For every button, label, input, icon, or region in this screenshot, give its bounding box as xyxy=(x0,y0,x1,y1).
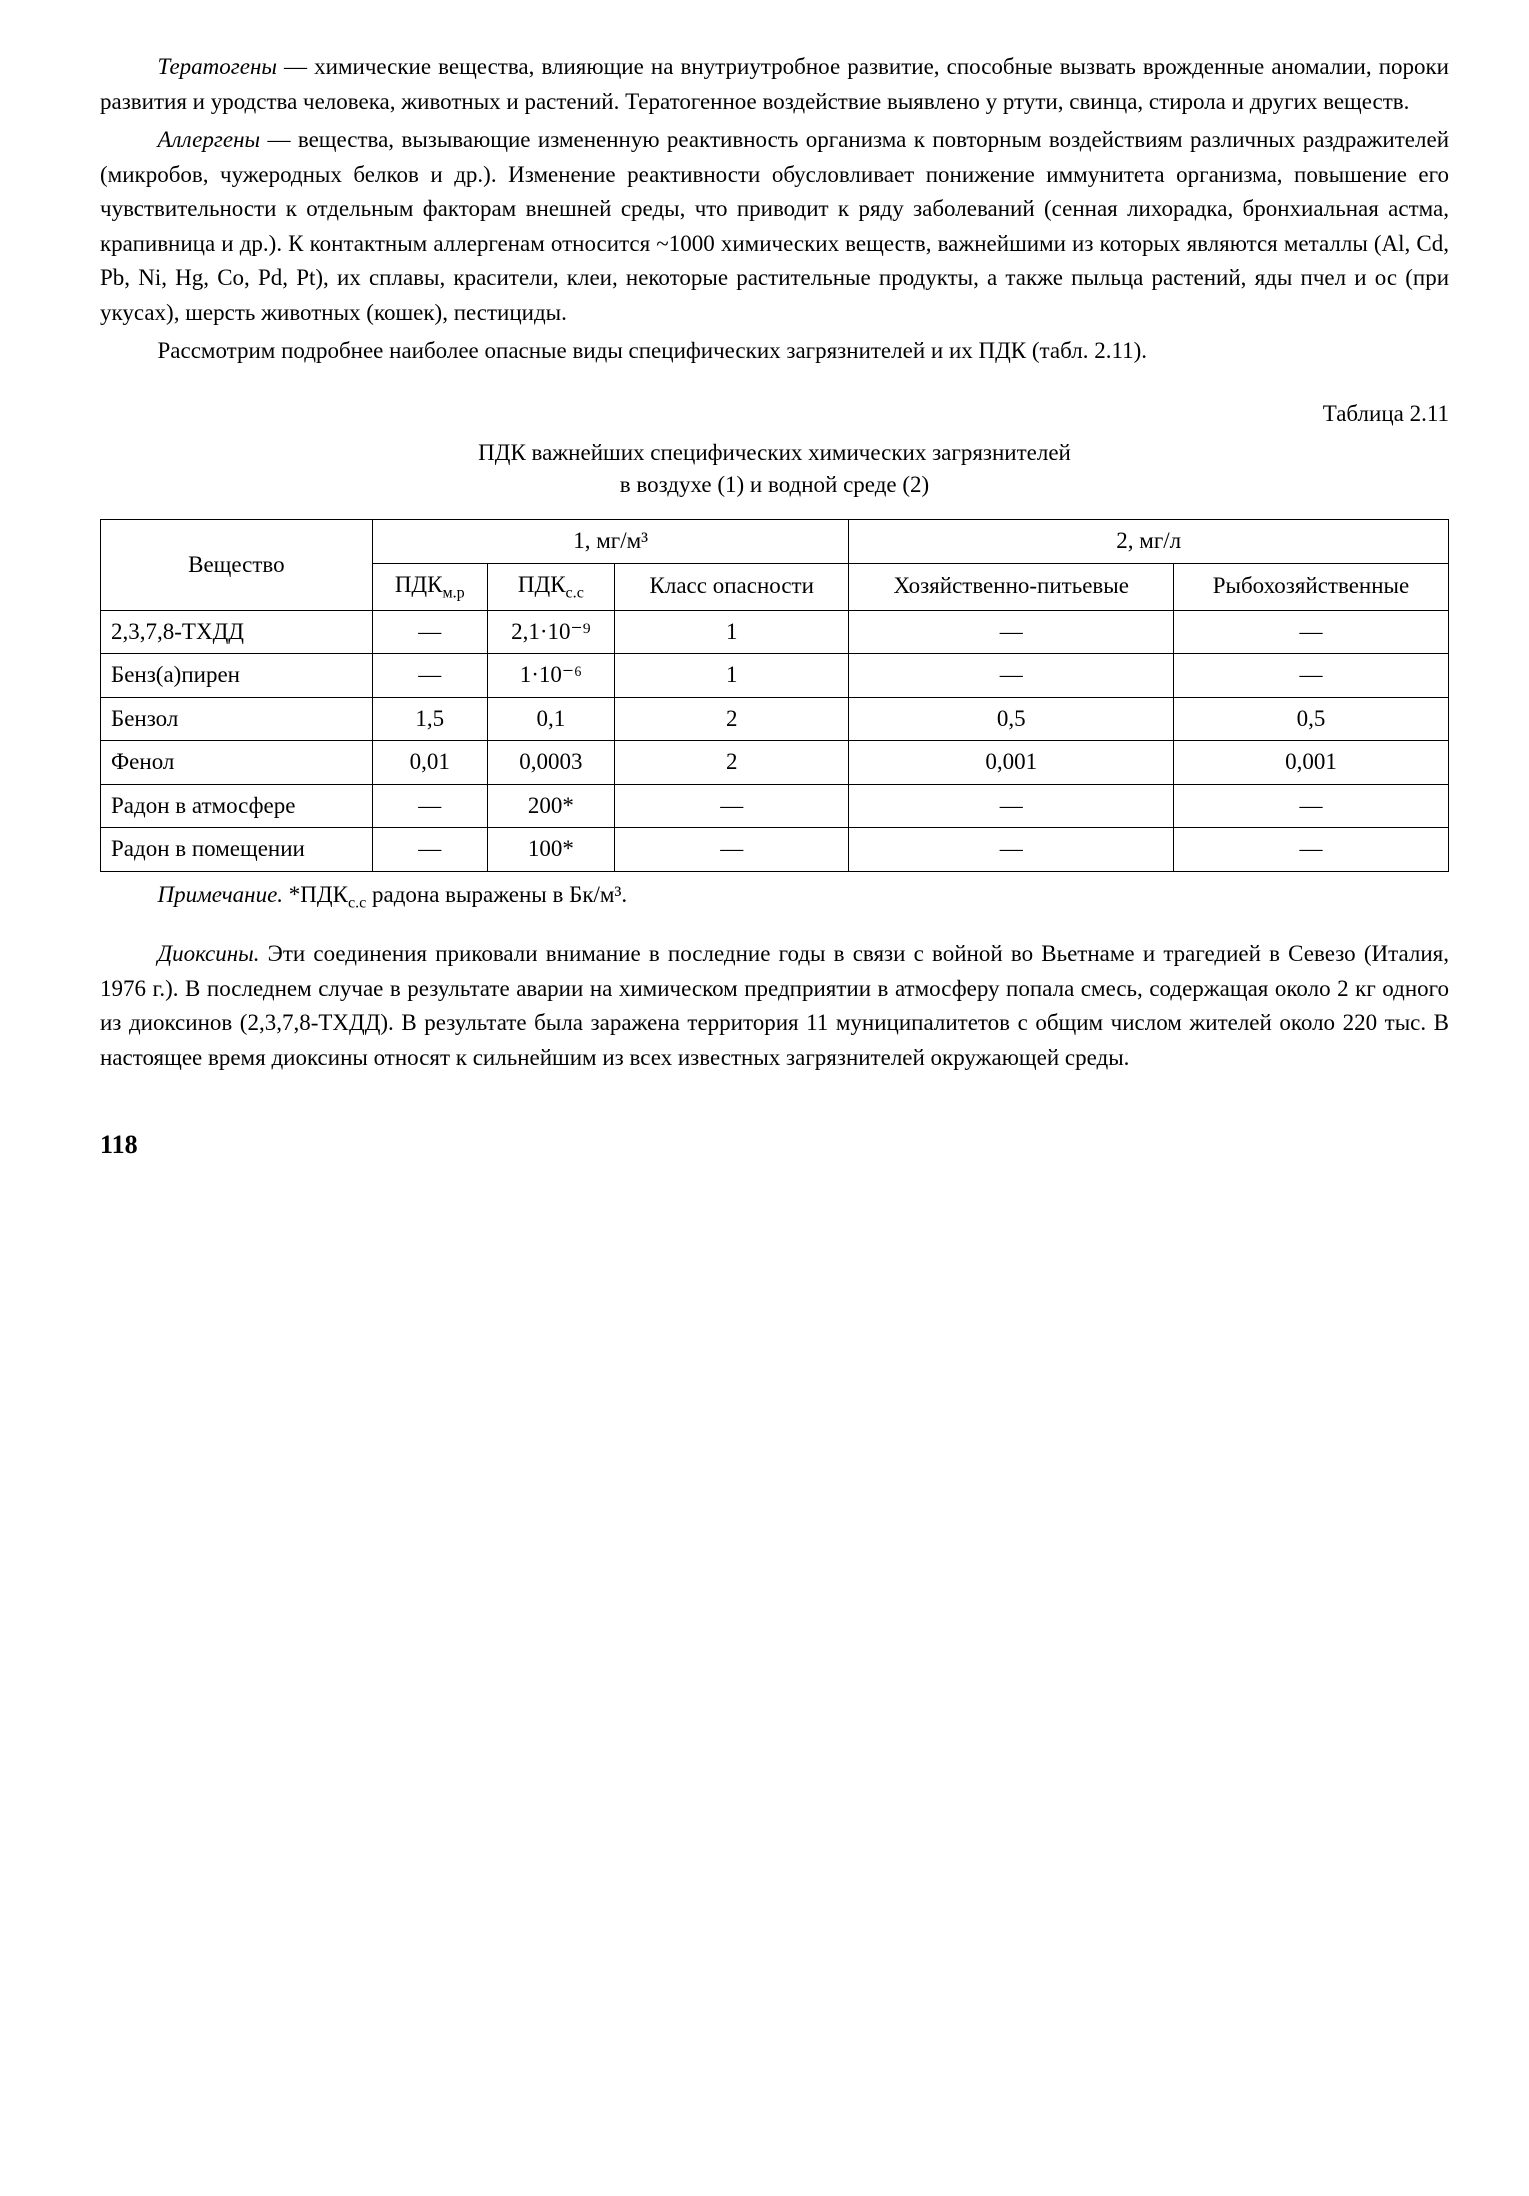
note-label: Примечание. xyxy=(158,882,284,907)
text-intro-table: Рассмотрим подробнее наиболее опасные ви… xyxy=(158,338,1148,363)
cell-fishery: — xyxy=(1173,654,1448,698)
cell-pdk-ss: 2,1·10⁻⁹ xyxy=(487,610,614,654)
page-number: 118 xyxy=(100,1125,1449,1164)
table-note: Примечание. *ПДКс.с радона выражены в Бк… xyxy=(100,878,1449,916)
paragraph-allergens: Аллергены — вещества, вызывающие изменен… xyxy=(100,123,1449,330)
cell-pdk-mr: 1,5 xyxy=(372,697,487,741)
th-danger-class: Класс опасности xyxy=(614,563,848,610)
paragraph-intro-table: Рассмотрим подробнее наиболее опасные ви… xyxy=(100,334,1449,369)
cell-class: 2 xyxy=(614,697,848,741)
table-row: Фенол 0,01 0,0003 2 0,001 0,001 xyxy=(101,741,1449,785)
table-row: Радон в помещении — 100* — — — xyxy=(101,828,1449,872)
th-group2: 2, мг/л xyxy=(849,520,1449,564)
cell-household: 0,001 xyxy=(849,741,1173,785)
cell-pdk-mr: 0,01 xyxy=(372,741,487,785)
cell-fishery: 0,5 xyxy=(1173,697,1448,741)
cell-household: — xyxy=(849,828,1173,872)
table-caption: Таблица 2.11 xyxy=(100,397,1449,432)
table-row: Бенз(а)пирен — 1·10⁻⁶ 1 — — xyxy=(101,654,1449,698)
th-pdk-mr: ПДКм.р xyxy=(372,563,487,610)
paragraph-dioxins: Диоксины. Эти соединения приковали внима… xyxy=(100,937,1449,1075)
cell-pdk-ss: 200* xyxy=(487,784,614,828)
cell-class: 1 xyxy=(614,654,848,698)
table-row: Радон в атмосфере — 200* — — — xyxy=(101,784,1449,828)
table-body: 2,3,7,8-ТХДД — 2,1·10⁻⁹ 1 — — Бенз(а)пир… xyxy=(101,610,1449,871)
cell-pdk-mr: — xyxy=(372,784,487,828)
cell-class: 2 xyxy=(614,741,848,785)
th-household: Хозяйственно-питьевые xyxy=(849,563,1173,610)
text-dioxins: Эти соединения приковали внимание в посл… xyxy=(100,941,1449,1070)
cell-name: Фенол xyxy=(101,741,373,785)
cell-pdk-mr: — xyxy=(372,654,487,698)
term-teratogens: Тератогены xyxy=(158,54,277,79)
note-text: *ПДКс.с радона выражены в Бк/м³. xyxy=(283,882,627,907)
table-row: Бензол 1,5 0,1 2 0,5 0,5 xyxy=(101,697,1449,741)
cell-household: — xyxy=(849,784,1173,828)
cell-fishery: 0,001 xyxy=(1173,741,1448,785)
cell-pdk-ss: 1·10⁻⁶ xyxy=(487,654,614,698)
term-allergens: Аллергены xyxy=(158,127,261,152)
cell-pdk-ss: 100* xyxy=(487,828,614,872)
cell-class: — xyxy=(614,784,848,828)
cell-name: Бенз(а)пирен xyxy=(101,654,373,698)
cell-fishery: — xyxy=(1173,828,1448,872)
cell-household: — xyxy=(849,610,1173,654)
pdk-table: Вещество 1, мг/м³ 2, мг/л ПДКм.р ПДКс.с … xyxy=(100,519,1449,871)
table-title-line2: в воздухе (1) и водной среде (2) xyxy=(620,472,929,497)
paragraph-teratogens: Тератогены — химические вещества, влияющ… xyxy=(100,50,1449,119)
cell-pdk-ss: 0,0003 xyxy=(487,741,614,785)
cell-pdk-mr: — xyxy=(372,828,487,872)
th-group1: 1, мг/м³ xyxy=(372,520,849,564)
cell-household: — xyxy=(849,654,1173,698)
th-pdk-ss: ПДКс.с xyxy=(487,563,614,610)
cell-class: — xyxy=(614,828,848,872)
cell-name: 2,3,7,8-ТХДД xyxy=(101,610,373,654)
cell-household: 0,5 xyxy=(849,697,1173,741)
cell-fishery: — xyxy=(1173,610,1448,654)
th-fishery: Рыбохозяйственные xyxy=(1173,563,1448,610)
cell-name: Радон в помещении xyxy=(101,828,373,872)
cell-name: Радон в атмосфере xyxy=(101,784,373,828)
cell-fishery: — xyxy=(1173,784,1448,828)
table-row: 2,3,7,8-ТХДД — 2,1·10⁻⁹ 1 — — xyxy=(101,610,1449,654)
th-substance: Вещество xyxy=(101,520,373,610)
cell-pdk-ss: 0,1 xyxy=(487,697,614,741)
term-dioxins: Диоксины. xyxy=(158,941,260,966)
cell-name: Бензол xyxy=(101,697,373,741)
text-allergens: — вещества, вызывающие измененную реакти… xyxy=(100,127,1449,325)
table-title-line1: ПДК важнейших специфических химических з… xyxy=(478,440,1071,465)
text-teratogens: — химические вещества, влияющие на внутр… xyxy=(100,54,1449,114)
cell-pdk-mr: — xyxy=(372,610,487,654)
table-title: ПДК важнейших специфических химических з… xyxy=(100,437,1449,501)
cell-class: 1 xyxy=(614,610,848,654)
